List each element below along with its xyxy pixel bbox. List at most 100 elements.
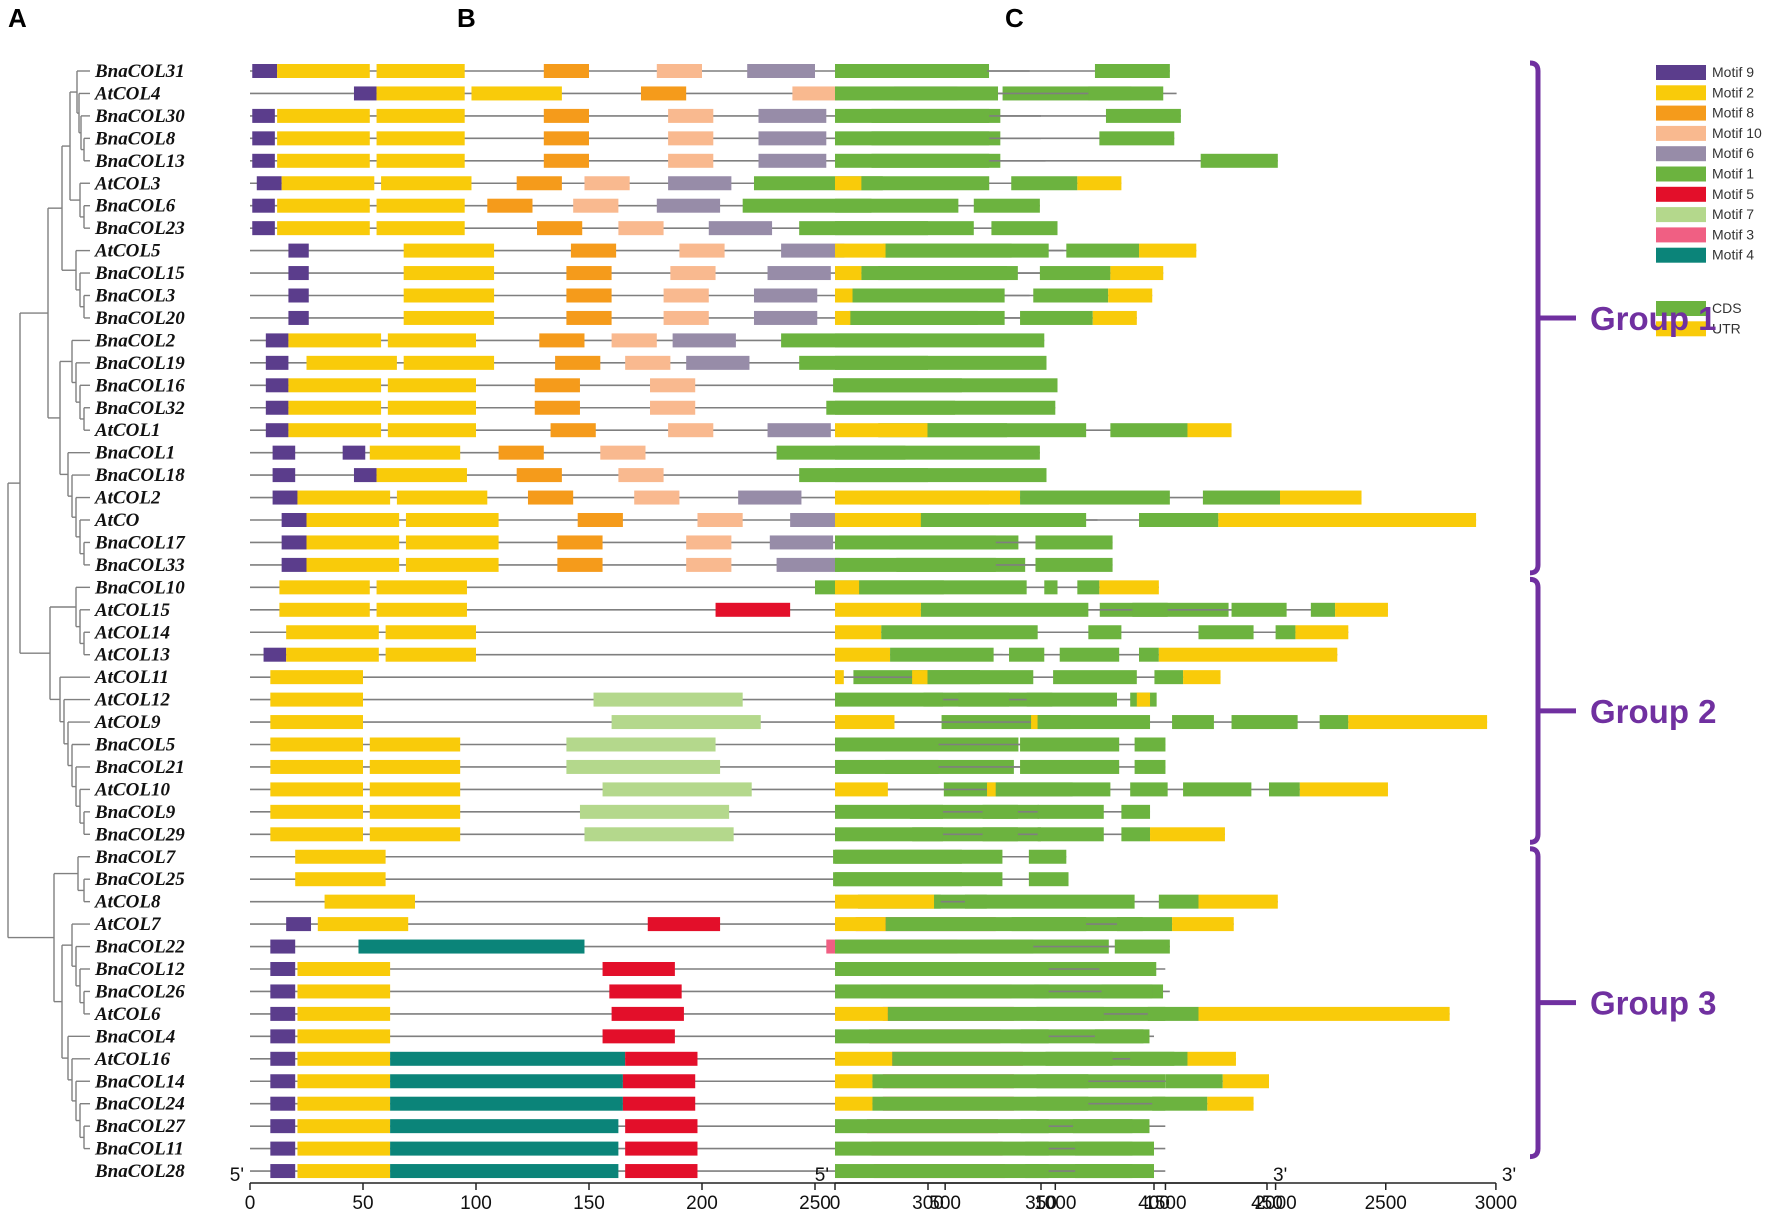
motif-m9-box — [270, 1164, 296, 1179]
gene-name: AtCOL9 — [94, 712, 161, 733]
structure-row — [835, 1096, 1254, 1111]
legend-swatch-m10 — [1656, 125, 1706, 141]
motif-m10-box — [679, 243, 725, 258]
motif-m10-box — [656, 64, 702, 78]
structure-row — [835, 86, 1164, 101]
cds-exon — [1110, 423, 1188, 438]
cds-exon — [920, 513, 1087, 527]
structure-row — [835, 580, 1159, 595]
cds-exon — [885, 243, 1049, 258]
gene-name: BnaCOL23 — [94, 218, 185, 239]
motif-m5-box — [647, 917, 721, 932]
structure-row — [835, 1006, 1450, 1021]
cds-exon — [1105, 108, 1181, 123]
cds-exon — [890, 647, 994, 662]
motif-m6-box — [672, 333, 736, 348]
utr-exon — [835, 782, 888, 797]
motif-m8-box — [539, 333, 585, 348]
motif-m2-box — [396, 490, 488, 505]
motif-m8-box — [498, 445, 544, 460]
motif-m2-box — [376, 602, 467, 617]
motif-m5-box — [622, 1096, 696, 1111]
axis-tick-label: 500 — [929, 1193, 961, 1214]
motif-m7-box — [566, 737, 716, 752]
motif-m2-box — [376, 86, 465, 101]
motif-m10-box — [663, 288, 709, 303]
motif-m6-box — [769, 535, 834, 550]
motif-m9-box — [272, 445, 296, 460]
legend-swatch-m7 — [1656, 207, 1706, 223]
structure-row — [835, 939, 1170, 954]
motif-m10-box — [668, 131, 714, 146]
motif-m9-box — [265, 355, 289, 370]
cds-exon — [1310, 602, 1336, 617]
cds-exon — [1035, 557, 1113, 572]
utr-exon — [835, 625, 882, 640]
motif-m9-box — [272, 468, 296, 483]
structure-row — [835, 490, 1362, 505]
gene-name: BnaCOL32 — [94, 398, 185, 419]
motif-m6-box — [753, 288, 818, 303]
motif-m8-box — [516, 176, 562, 191]
motif-m6-box — [767, 266, 831, 281]
motif-m9-box — [270, 1074, 296, 1089]
structure-row — [835, 647, 1338, 662]
gene-name: BnaCOL7 — [94, 847, 177, 868]
structure-row — [835, 804, 1151, 819]
group-brackets: Group 1 Group 2 Group 3 — [1529, 60, 1717, 1160]
cds-exon — [1134, 737, 1166, 752]
motif-m7-box — [566, 759, 721, 774]
motif-m10-box — [611, 333, 657, 348]
motif-m9-box — [342, 445, 366, 460]
axis-tick-label: 1000 — [1034, 1193, 1076, 1214]
gene-name: AtCOL11 — [94, 667, 169, 688]
motif-m10-box — [618, 468, 664, 483]
motif-m6-box — [758, 108, 827, 123]
axis-tick-label: 0 — [245, 1193, 256, 1214]
motif-m8-box — [577, 513, 623, 527]
motif-m6-box — [656, 198, 721, 213]
gene-name: BnaCOL29 — [94, 824, 185, 845]
cds-exon — [1200, 153, 1278, 168]
utr-exon — [1348, 715, 1488, 730]
group-bracket — [1529, 60, 1541, 576]
motif-m2-box — [270, 715, 363, 730]
motif-m2-box — [405, 513, 499, 527]
cds-exon — [1039, 266, 1111, 281]
cds-exon — [1099, 131, 1175, 146]
cds-exon — [861, 176, 990, 191]
motif-m2-box — [270, 804, 363, 819]
cds-exon — [835, 1141, 1049, 1156]
legend-label: Motif 9 — [1712, 64, 1754, 80]
motif-m5-box — [602, 962, 675, 976]
utr-exon — [1099, 580, 1159, 595]
motif-m10-box — [686, 535, 732, 550]
legend-swatch-utr — [1656, 321, 1706, 337]
cds-exon — [835, 198, 959, 213]
motif-m2-box — [297, 984, 391, 999]
cds-exon — [982, 804, 1018, 819]
utr-exon — [1187, 1051, 1236, 1066]
cds-exon — [835, 804, 943, 819]
cds-exon — [835, 939, 1034, 954]
motif-m8-box — [640, 86, 687, 101]
motif-m2-box — [324, 894, 415, 909]
legend-label: Motif 6 — [1712, 145, 1754, 161]
motif-m2-box — [376, 198, 465, 213]
utr-exon — [835, 288, 853, 303]
motif-m2-box — [376, 64, 465, 78]
motif-m2-box — [306, 557, 400, 572]
structure-row — [835, 423, 1232, 438]
cds-exon — [920, 602, 1089, 617]
motif-m9-box — [281, 535, 307, 550]
utr-exon — [835, 670, 844, 685]
structure-row — [835, 849, 1067, 864]
gene-name: AtCOL5 — [94, 241, 161, 262]
motif-m4-box — [390, 1119, 619, 1134]
motif-m5-box — [609, 984, 682, 999]
motif-m10-box — [573, 198, 619, 213]
utr-exon — [835, 1074, 873, 1089]
motif-m8-box — [527, 490, 574, 505]
cds-exon — [835, 1119, 1049, 1134]
